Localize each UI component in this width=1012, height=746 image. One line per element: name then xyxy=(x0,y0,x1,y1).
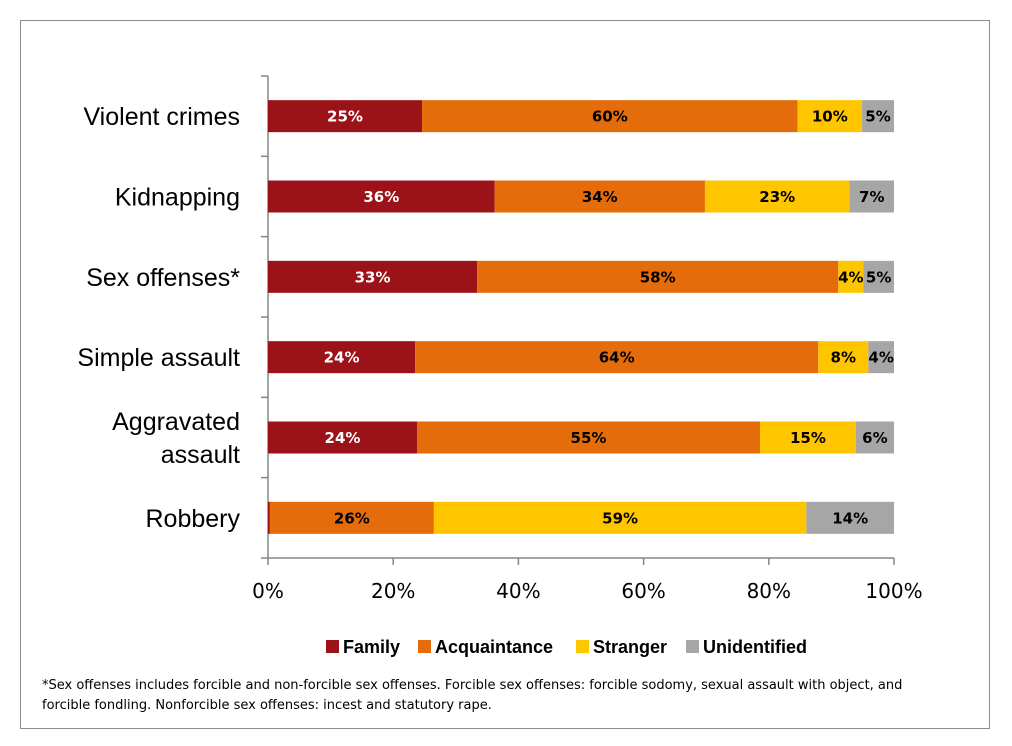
bar-unidentified-simple-assault xyxy=(868,341,894,374)
category-label-robbery: Robbery xyxy=(146,505,241,533)
footnote-line-1: *Sex offenses includes forcible and non-… xyxy=(42,678,903,693)
category-label-kidnapping: Kidnapping xyxy=(115,184,240,212)
bar-acquaintance-simple-assault xyxy=(415,341,819,374)
bar-stranger-kidnapping xyxy=(704,180,850,213)
bar-stranger-simple-assault xyxy=(818,341,869,374)
bar-unidentified-violent-crimes xyxy=(862,100,894,133)
bar-unidentified-sex-offenses xyxy=(863,260,894,293)
bar-family-sex-offenses xyxy=(268,260,478,293)
x-tick-label: 60% xyxy=(621,579,665,603)
data-label-unidentified-sex-offenses: 5% xyxy=(866,268,891,286)
legend-label-acquaintance: Acquaintance xyxy=(435,637,553,657)
x-tick-label: 80% xyxy=(747,579,791,603)
footnote-line-2: forcible fondling. Nonforcible sex offen… xyxy=(42,698,492,713)
category-label-sex-offenses: Sex offenses* xyxy=(86,264,240,292)
axes xyxy=(261,75,895,565)
bar-unidentified-robbery xyxy=(806,501,894,534)
footnote: *Sex offenses includes forcible and non-… xyxy=(42,676,972,716)
data-label-stranger-simple-assault: 8% xyxy=(831,349,856,367)
legend-swatch-family xyxy=(326,640,339,653)
bar-acquaintance-aggravated-assault xyxy=(416,421,761,454)
bar-family-aggravated-assault xyxy=(268,421,417,454)
x-tick-label: 0% xyxy=(252,579,284,603)
data-label-unidentified-robbery: 14% xyxy=(832,509,868,527)
legend-swatch-stranger xyxy=(576,640,589,653)
x-tick-label: 100% xyxy=(865,579,922,603)
data-label-unidentified-simple-assault: 4% xyxy=(868,349,893,367)
legend-label-unidentified: Unidentified xyxy=(703,637,807,657)
data-label-stranger-robbery: 59% xyxy=(602,509,638,527)
data-label-family-violent-crimes: 25% xyxy=(327,108,363,126)
bars xyxy=(268,100,894,534)
bar-acquaintance-violent-crimes xyxy=(421,100,798,133)
data-label-acquaintance-sex-offenses: 58% xyxy=(640,268,676,286)
data-labels: 25% 60% 10% 5%36% 34% 23% 7%33% 58% 4% 5%24% 64% 8%… xyxy=(324,108,894,528)
data-label-unidentified-kidnapping: 7% xyxy=(859,188,884,206)
x-tick-labels: 0% 20% 40% 60% 80% 100% xyxy=(252,579,922,603)
legend: Family Acquaintance Stranger Unidentified xyxy=(326,637,807,657)
legend-label-family: Family xyxy=(343,637,400,657)
bar-stranger-violent-crimes xyxy=(797,100,863,133)
bar-stranger-aggravated-assault xyxy=(760,421,856,454)
bar-acquaintance-kidnapping xyxy=(494,180,705,213)
data-label-stranger-aggravated-assault: 15% xyxy=(790,429,826,447)
legend-swatch-acquaintance xyxy=(418,640,431,653)
data-label-unidentified-aggravated-assault: 6% xyxy=(862,429,887,447)
data-label-family-simple-assault: 24% xyxy=(324,349,360,367)
category-labels: Violent crimes Kidnapping Sex offenses* Sim… xyxy=(77,103,240,533)
category-label-simple-assault: Simple assault xyxy=(77,344,240,372)
data-label-stranger-kidnapping: 23% xyxy=(759,188,795,206)
category-label-aggravated-assault: Aggravated assault xyxy=(112,408,240,469)
data-label-acquaintance-violent-crimes: 60% xyxy=(592,108,628,126)
data-label-acquaintance-robbery: 26% xyxy=(334,509,370,527)
bar-family-kidnapping xyxy=(268,180,495,213)
bar-family-simple-assault xyxy=(268,341,416,374)
legend-swatch-unidentified xyxy=(686,640,699,653)
bar-unidentified-kidnapping xyxy=(849,180,894,213)
data-label-acquaintance-aggravated-assault: 55% xyxy=(571,429,607,447)
bar-unidentified-aggravated-assault xyxy=(855,421,894,454)
x-tick-label: 40% xyxy=(496,579,540,603)
data-label-acquaintance-kidnapping: 34% xyxy=(582,188,618,206)
bar-stranger-sex-offenses xyxy=(838,260,864,293)
data-label-stranger-violent-crimes: 10% xyxy=(812,108,848,126)
bar-family-robbery xyxy=(268,501,270,534)
legend-label-stranger: Stranger xyxy=(593,637,667,657)
data-label-family-kidnapping: 36% xyxy=(363,188,399,206)
bar-stranger-robbery xyxy=(433,501,807,534)
data-label-unidentified-violent-crimes: 5% xyxy=(865,108,890,126)
bar-acquaintance-robbery xyxy=(269,501,434,534)
bar-acquaintance-sex-offenses xyxy=(477,260,839,293)
data-label-family-sex-offenses: 33% xyxy=(355,268,391,286)
category-label-violent-crimes: Violent crimes xyxy=(83,103,240,131)
data-label-acquaintance-simple-assault: 64% xyxy=(599,349,635,367)
data-label-family-aggravated-assault: 24% xyxy=(325,429,361,447)
x-tick-label: 20% xyxy=(371,579,415,603)
data-label-stranger-sex-offenses: 4% xyxy=(838,268,863,286)
chart-frame xyxy=(20,20,990,729)
bar-family-violent-crimes xyxy=(268,100,422,133)
